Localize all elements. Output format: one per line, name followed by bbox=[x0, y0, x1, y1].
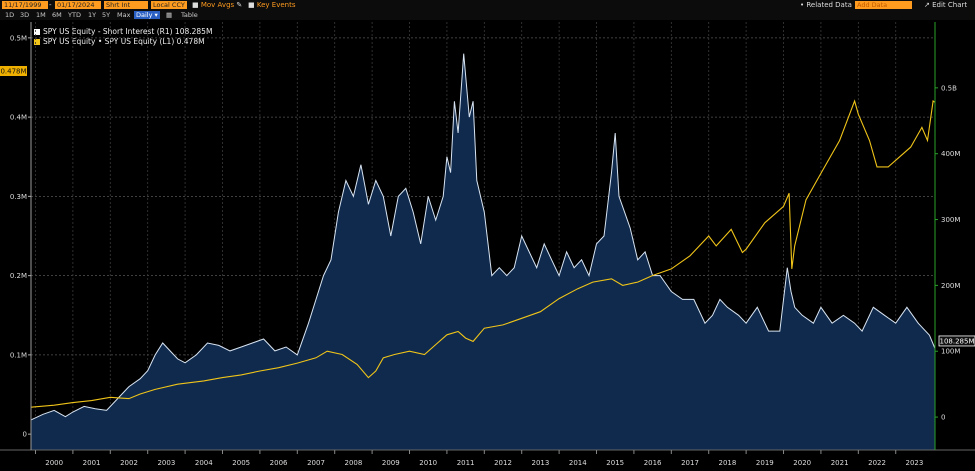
x-tick-label: 2009 bbox=[382, 459, 400, 467]
mov-avgs-button[interactable]: ■ Mov Avgs ✎ bbox=[192, 1, 243, 9]
x-tick-label: 2018 bbox=[719, 459, 737, 467]
right-tick-label: 100M bbox=[941, 348, 960, 356]
x-tick-label: 2012 bbox=[494, 459, 512, 467]
x-tick-label: 2017 bbox=[681, 459, 699, 467]
x-tick-label: 2001 bbox=[83, 459, 101, 467]
x-tick-label: 2020 bbox=[793, 459, 811, 467]
period-6m[interactable]: 6M bbox=[52, 11, 62, 19]
left-tick-label: 0.3M bbox=[10, 193, 27, 201]
price-line bbox=[30, 99, 936, 408]
x-tick-label: 2007 bbox=[307, 459, 325, 467]
x-tick-label: 2005 bbox=[232, 459, 250, 467]
table-button[interactable]: Table bbox=[181, 11, 198, 19]
edit-chart-button[interactable]: ↗ Edit Chart bbox=[924, 1, 968, 9]
short-interest-last-value-badge bbox=[938, 335, 975, 347]
toolbar-top: 11/17/1999 - 01/17/2024 Shrt Int Local C… bbox=[0, 0, 975, 10]
checkbox-icon: ■ bbox=[248, 1, 255, 9]
chart-type-icon[interactable]: ▦ bbox=[166, 11, 173, 19]
left-tick-label: 0.2M bbox=[10, 272, 27, 280]
currency-selector[interactable]: Local CCY bbox=[151, 1, 187, 9]
period-1y[interactable]: 1Y bbox=[88, 11, 97, 19]
frequency-selector[interactable]: Daily ▾ bbox=[134, 11, 160, 19]
legend-swatch bbox=[34, 28, 40, 35]
x-tick-label: 2004 bbox=[195, 459, 213, 467]
right-axis: 0 100M 200M 300M 400M 0.5B 108.285M bbox=[934, 22, 975, 450]
start-date-field[interactable]: 11/17/1999 bbox=[2, 1, 48, 9]
x-tick-label: 2003 bbox=[157, 459, 175, 467]
right-tick-label: 200M bbox=[941, 282, 960, 290]
x-tick-label: 2022 bbox=[868, 459, 886, 467]
right-tick-label: 0.5B bbox=[941, 84, 957, 92]
period-3d[interactable]: 3D bbox=[20, 11, 30, 19]
right-tick-label: 300M bbox=[941, 216, 960, 224]
left-tick-label: 0.4M bbox=[10, 114, 27, 122]
x-tick-label: 2008 bbox=[344, 459, 362, 467]
short-interest-line bbox=[30, 53, 936, 421]
right-tick-label: 400M bbox=[941, 150, 960, 158]
x-tick-label: 2000 bbox=[45, 459, 63, 467]
x-axis: 2000 2001 2002 2003 2004 2005 2006 2007 2008 2009… bbox=[0, 449, 975, 467]
legend-swatch bbox=[34, 38, 40, 45]
short-interest-last-value-label: 108.285M bbox=[940, 337, 975, 345]
x-tick-label: 2002 bbox=[120, 459, 138, 467]
x-tick-label: 2011 bbox=[457, 459, 475, 467]
price-last-value-badge bbox=[0, 66, 27, 76]
left-axis: 0 0.1M 0.2M 0.3M 0.4M 0.5M 0.478M bbox=[0, 22, 32, 450]
pencil-icon: ✎ bbox=[236, 1, 243, 9]
legend-entry-short-interest: SPY US Equity - Short Interest (R1) 108.… bbox=[34, 27, 212, 36]
x-tick-label: 2006 bbox=[270, 459, 288, 467]
period-5y[interactable]: 5Y bbox=[102, 11, 111, 19]
checkbox-icon: ■ bbox=[192, 1, 199, 9]
add-data-field[interactable]: Add Data bbox=[855, 1, 912, 9]
date-separator: - bbox=[49, 1, 52, 9]
end-date-field[interactable]: 01/17/2024 bbox=[55, 1, 101, 9]
period-ytd[interactable]: YTD bbox=[68, 11, 81, 19]
legend-entry-price: SPY US Equity • SPY US Equity (L1) 0.478… bbox=[34, 37, 205, 46]
short-interest-area bbox=[31, 53, 935, 450]
period-1d[interactable]: 1D bbox=[5, 11, 15, 19]
toolbar-periods: 1D 3D 1M 6M YTD 1Y 5Y Max Daily ▾ ▦ Tabl… bbox=[0, 10, 975, 20]
period-max[interactable]: Max bbox=[117, 11, 131, 19]
x-tick-label: 2010 bbox=[419, 459, 437, 467]
left-tick-label: 0.1M bbox=[10, 351, 27, 359]
x-tick-label: 2015 bbox=[606, 459, 624, 467]
right-tick-label: 0 bbox=[941, 414, 945, 422]
x-tick-label: 2016 bbox=[644, 459, 662, 467]
x-tick-label: 2021 bbox=[831, 459, 849, 467]
field-selector[interactable]: Shrt Int bbox=[104, 1, 148, 9]
price-last-value-label: 0.478M bbox=[0, 68, 26, 76]
left-tick-label: 0 bbox=[23, 431, 27, 439]
chart-area: 2000 2001 2002 2003 2004 2005 2006 2007 2008 2009… bbox=[0, 22, 975, 467]
x-tick-label: 2019 bbox=[756, 459, 774, 467]
left-tick-label: 0.5M bbox=[10, 34, 27, 42]
period-1m[interactable]: 1M bbox=[36, 11, 46, 19]
related-data-button[interactable]: • Related Data • bbox=[800, 1, 859, 9]
x-tick-label: 2013 bbox=[531, 459, 549, 467]
x-tick-label: 2023 bbox=[906, 459, 924, 467]
x-tick-label: 2014 bbox=[569, 459, 587, 467]
key-events-button[interactable]: ■ Key Events bbox=[248, 1, 296, 9]
